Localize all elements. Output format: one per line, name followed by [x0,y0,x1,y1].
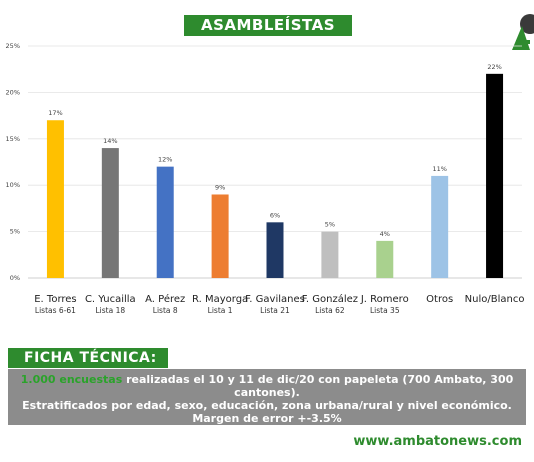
bar [101,148,119,278]
x-category-label: R. Mayorga [192,294,248,305]
x-category-sublabel: Lista 35 [370,306,400,315]
bar [266,222,284,278]
bar [486,73,504,278]
data-label: 12% [158,156,172,164]
x-category-label: F. González [302,293,358,305]
ficha-line-3: Margen de error +-3.5% [192,412,342,425]
x-category-sublabel: Lista 1 [208,306,233,315]
data-label: 14% [103,137,117,145]
data-label: 11% [432,165,446,173]
ficha-highlight: 1.000 encuestas [20,373,123,386]
ficha-tecnica-title: FICHA TÉCNICA: [24,350,157,366]
brand-logo [512,14,534,50]
y-axis-ticks: 0% 5% 10% 15% 20% 25% [6,42,20,282]
x-category-sublabel: Listas 6-61 [35,306,76,315]
data-labels: 17% 14% 12% 9% 6% 5% 4% 11% 22% [48,63,502,238]
x-category-sublabel: Lista 62 [315,306,345,315]
ficha-line-1: 1.000 encuestas realizadas el 10 y 11 de… [8,373,526,399]
x-category-label: Nulo/Blanco [465,294,525,305]
data-label: 17% [48,109,62,117]
ficha-line-2: Estratificados por edad, sexo, educación… [22,399,512,412]
x-category-label: J. Romero [360,294,409,305]
ficha-line-1-text: realizadas el 10 y 11 de dic/20 con pape… [122,373,514,399]
x-category-label: E. Torres [34,294,76,305]
bar [376,240,394,278]
bar-chart: 0% 5% 10% 15% 20% 25% 17% 14% 12% 9% 6% 5% 4% 11% 22%… [6,42,525,315]
data-label: 6% [270,211,280,219]
ficha-tecnica-header [8,348,168,368]
x-category-label: C. Yucailla [85,294,136,305]
y-tick-label: 0% [10,274,20,282]
chart-title-banner: ASAMBLEÍSTAS [184,15,352,36]
data-label: 5% [325,221,335,229]
chart-bars [46,73,504,279]
website-link[interactable]: www.ambatonews.com [353,434,522,449]
data-label: 9% [215,183,225,191]
y-tick-label: 10% [6,181,20,189]
y-tick-label: 20% [6,88,20,96]
bar [46,120,64,279]
x-category-sublabel: Lista 21 [260,306,290,315]
bar [321,231,339,278]
x-category-sublabel: Lista 8 [153,306,178,315]
data-label: 4% [380,230,390,238]
bar [156,166,174,278]
x-category-sublabel: Lista 18 [96,306,126,315]
bar [211,194,229,278]
x-category-label: F. Gavilanes [245,294,305,305]
y-tick-label: 5% [10,228,20,236]
ficha-tecnica-details: 1.000 encuestas realizadas el 10 y 11 de… [8,369,526,425]
x-category-label: A. Pérez [145,293,185,305]
data-label: 22% [487,63,501,71]
bar [431,175,449,278]
y-tick-label: 15% [6,135,20,143]
x-category-label: Otros [426,294,453,305]
y-tick-label: 25% [6,42,20,50]
